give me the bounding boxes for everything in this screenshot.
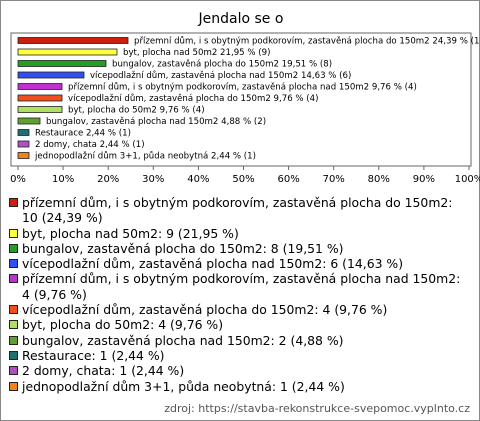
value-label: 24,39 % (10) — [432, 36, 480, 46]
legend-label: byt, plocha do 50m2: 4 (9,76 %) — [22, 317, 224, 333]
category-label: bungalov, zastavěná plocha nad 150m2 — [46, 116, 218, 127]
legend-item: přízemní dům, i s obytným podkorovím, za… — [9, 271, 471, 302]
bar-label: bungalov, zastavěná plocha do 150m2 19,5… — [112, 58, 332, 69]
x-tick-label: 80% — [368, 174, 390, 185]
legend-label: přízemní dům, i s obytným podkorovím, za… — [22, 271, 461, 302]
bar-label: byt, plocha nad 50m2 21,95 % (9) — [123, 48, 270, 58]
bar-label: přízemní dům, i s obytným podkorovím, za… — [134, 35, 480, 46]
bar — [17, 37, 129, 44]
bar-label: jednopodlažní dům 3+1, půda neobytná 2,4… — [34, 150, 256, 161]
value-label: 2,44 % (1) — [211, 151, 256, 161]
x-tick-label: 0% — [10, 174, 26, 185]
legend-swatch — [9, 259, 18, 269]
value-label: 2,44 % (1) — [86, 128, 131, 138]
category-label: přízemní dům, i s obytným podkorovím, za… — [134, 35, 430, 46]
category-label: přízemní dům, i s obytným podkorovím, za… — [68, 81, 369, 92]
x-tick-label: 100% — [455, 174, 480, 185]
value-label: 9,76 % (4) — [274, 94, 319, 104]
bar-label: byt, plocha do 50m2 9,76 % (4) — [68, 105, 205, 115]
bar-label: Restaurace 2,44 % (1) — [35, 128, 131, 138]
category-label: vícepodlažní dům, zastavěná plocha nad 1… — [90, 70, 298, 81]
legend-item: bungalov, zastavěná plocha do 150m2: 8 (… — [9, 241, 471, 256]
legend-label: přízemní dům, i s obytným podkorovím, za… — [22, 195, 453, 226]
bar-label: bungalov, zastavěná plocha nad 150m2 4,8… — [46, 116, 266, 127]
legend-item: Restaurace: 1 (2,44 %) — [9, 348, 471, 363]
x-tick-label: 70% — [323, 174, 345, 185]
bar — [17, 152, 30, 159]
legend-swatch — [9, 274, 18, 284]
legend-item: byt, plocha do 50m2: 4 (9,76 %) — [9, 317, 471, 332]
bar — [17, 48, 118, 56]
bar-label: přízemní dům, i s obytným podkorovím, za… — [68, 81, 417, 92]
category-label: jednopodlažní dům 3+1, půda neobytná — [34, 150, 208, 161]
value-label: 9,76 % (4) — [372, 82, 417, 92]
value-label: 19,51 % (8) — [282, 59, 332, 69]
legend-swatch — [9, 228, 18, 238]
legend-label: 2 domy, chata: 1 (2,44 %) — [22, 363, 185, 379]
legend: přízemní dům, i s obytným podkorovím, za… — [9, 195, 471, 394]
legend-swatch — [9, 366, 18, 376]
chart: Jendalo se o 0% 10% 20% 30% 40% 50% 60% 70% 80% 9… — [10, 11, 480, 185]
plot-border — [10, 32, 472, 167]
legend-item: byt, plocha nad 50m2: 9 (21,95 %) — [9, 226, 471, 241]
x-tick-label: 60% — [277, 174, 299, 185]
value-label: 4,88 % (2) — [221, 117, 266, 127]
legend-label: jednopodlažní dům 3+1, půda neobytná: 1 … — [22, 378, 345, 394]
legend-item: vícepodlažní dům, zastavěná plocha nad 1… — [9, 256, 471, 271]
source-note: zdroj: https://stavba-rekonstrukce-svepo… — [164, 402, 470, 415]
bar — [17, 83, 63, 90]
value-label: 2,44 % (1) — [100, 140, 145, 150]
legend-item: jednopodlažní dům 3+1, půda neobytná: 1 … — [9, 379, 471, 394]
x-tick-label: 10% — [52, 174, 74, 185]
bar-label: 2 domy, chata 2,44 % (1) — [35, 140, 145, 150]
legend-swatch — [9, 350, 18, 360]
legend-label: Restaurace: 1 (2,44 %) — [22, 347, 165, 363]
bar — [17, 71, 85, 79]
x-tick-label: 40% — [187, 174, 209, 185]
legend-label: vícepodlažní dům, zastavěná plocha nad 1… — [22, 256, 404, 272]
chart-title: Jendalo se o — [198, 11, 284, 27]
bar-label: vícepodlažní dům, zastavěná plocha nad 1… — [90, 70, 351, 81]
bar-label: vícepodlažní dům, zastavěná plocha do 15… — [68, 93, 318, 104]
bar — [17, 129, 30, 136]
x-tick-label: 20% — [97, 174, 119, 185]
category-label: Restaurace — [35, 128, 83, 138]
legend-item: bungalov, zastavěná plocha nad 150m2: 2 … — [9, 333, 471, 348]
bar — [17, 117, 41, 125]
legend-item: vícepodlažní dům, zastavěná plocha do 15… — [9, 302, 471, 317]
bar — [17, 106, 63, 113]
legend-swatch — [9, 381, 18, 391]
value-label: 21,95 % (9) — [220, 48, 270, 58]
legend-item: přízemní dům, i s obytným podkorovím, za… — [9, 195, 471, 226]
legend-swatch — [9, 198, 18, 207]
bar — [17, 60, 107, 67]
value-label: 14,63 % (6) — [301, 71, 351, 81]
legend-swatch — [9, 243, 18, 253]
legend-label: bungalov, zastavěná plocha nad 150m2: 2 … — [22, 332, 344, 348]
legend-label: byt, plocha nad 50m2: 9 (21,95 %) — [22, 225, 239, 241]
category-label: byt, plocha do 50m2 — [68, 105, 157, 115]
legend-swatch — [9, 335, 18, 345]
legend-item: 2 domy, chata: 1 (2,44 %) — [9, 363, 471, 378]
bar — [17, 140, 30, 148]
bar — [17, 94, 63, 102]
x-tick-label: 30% — [142, 174, 164, 185]
legend-label: bungalov, zastavěná plocha do 150m2: 8 (… — [22, 240, 344, 256]
category-label: vícepodlažní dům, zastavěná plocha do 15… — [68, 93, 271, 104]
legend-label: vícepodlažní dům, zastavěná plocha do 15… — [22, 302, 388, 318]
x-tick-label: 50% — [232, 174, 254, 185]
category-label: bungalov, zastavěná plocha do 150m2 — [112, 58, 279, 69]
value-label: 9,76 % (4) — [160, 105, 205, 115]
legend-swatch — [9, 320, 18, 330]
category-label: 2 domy, chata — [35, 140, 97, 150]
x-tick-label: 90% — [413, 174, 435, 185]
category-label: byt, plocha nad 50m2 — [123, 48, 217, 58]
legend-swatch — [9, 305, 18, 315]
